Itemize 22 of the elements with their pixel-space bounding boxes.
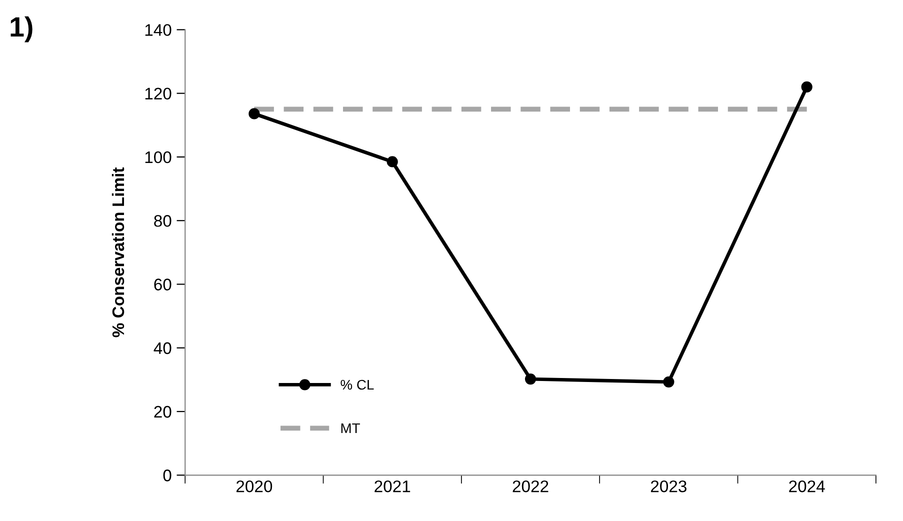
legend-label: % CL	[340, 380, 374, 390]
legend-label: MT	[341, 423, 360, 434]
point	[663, 376, 674, 388]
point	[248, 108, 260, 120]
x-tick-label: 2021	[374, 480, 410, 492]
x-tick-label: 2020	[236, 480, 272, 492]
y-axis-title: % Conservation Limit	[112, 167, 124, 338]
y-tick-label: 0	[163, 470, 172, 482]
text: 1)	[10, 16, 32, 42]
point	[524, 374, 536, 385]
x-tick-label: 2024	[789, 480, 825, 492]
point	[801, 81, 812, 93]
x-tick-label: 2022	[512, 480, 548, 492]
y-tick-label: 80	[154, 215, 172, 227]
y-tick-label: 60	[154, 278, 172, 290]
y-tick-label: 100	[145, 151, 172, 164]
y-tick-label: 20	[154, 406, 172, 418]
y-tick-label: 140	[145, 24, 172, 36]
y-tick-label: 40	[154, 342, 172, 354]
x-tick-label: 2023	[650, 480, 686, 492]
point	[386, 156, 398, 168]
y-tick-label: 120	[145, 88, 172, 100]
